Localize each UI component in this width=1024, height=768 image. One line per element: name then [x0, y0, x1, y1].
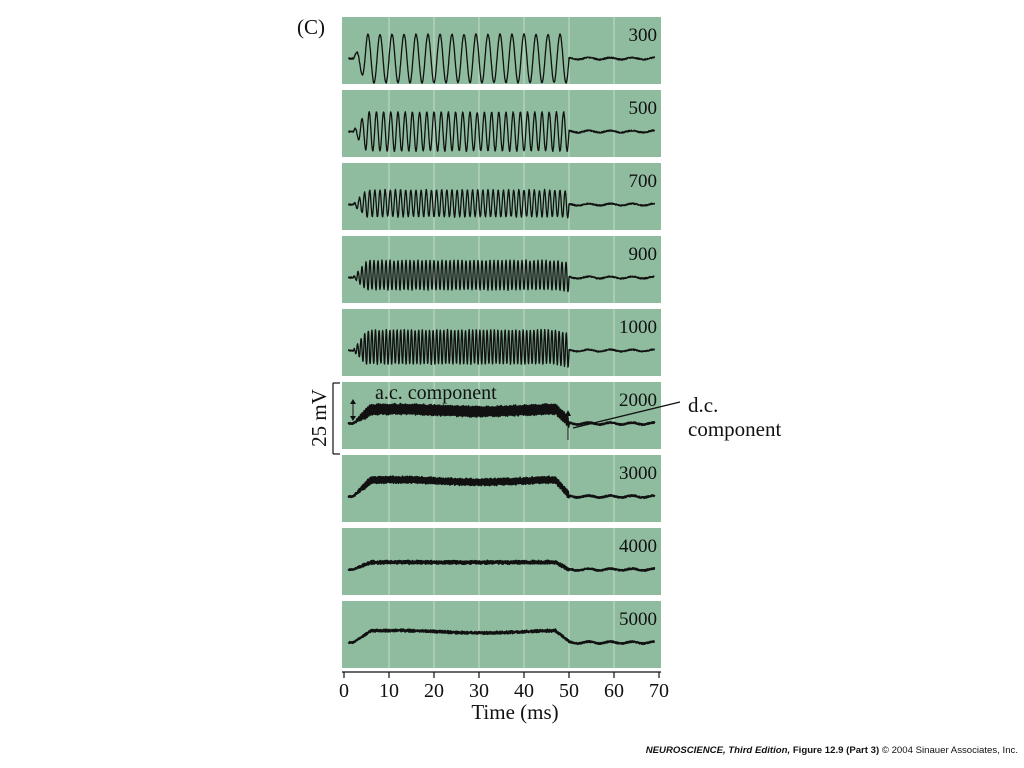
trace-2000	[347, 402, 656, 428]
panel-background	[342, 601, 661, 668]
frequency-label-500: 500	[629, 98, 658, 119]
trace-900	[347, 259, 655, 293]
scale-bar-label: 25 mV	[307, 389, 331, 447]
trace-panels: 300 500 700 900 1000 2000 3000 4000 5000	[342, 17, 661, 668]
frequency-label-900: 900	[629, 244, 658, 265]
x-tick-label-20: 20	[424, 680, 444, 702]
x-tick-label-60: 60	[604, 680, 624, 702]
trace-4000	[347, 559, 656, 572]
x-tick-label-0: 0	[339, 680, 349, 702]
scale-bar: 25 mV	[307, 382, 340, 455]
trace-panel-4000: 4000	[342, 528, 661, 595]
credit-copyright: © 2004 Sinauer Associates, Inc.	[881, 745, 1018, 756]
trace-300	[348, 33, 656, 84]
x-tick-label-30: 30	[469, 680, 489, 702]
frequency-label-3000: 3000	[619, 463, 657, 484]
trace-panel-5000: 5000	[342, 601, 661, 668]
panel-label: (C)	[297, 15, 325, 39]
panel-background	[342, 309, 661, 376]
x-axis-label: Time (ms)	[471, 700, 558, 724]
trace-panel-500: 500	[342, 90, 661, 157]
trace-panel-3000: 3000	[342, 455, 661, 522]
x-tick-label-10: 10	[379, 680, 399, 702]
x-tick-label-70: 70	[649, 680, 669, 702]
frequency-label-5000: 5000	[619, 609, 657, 630]
trace-500	[348, 111, 656, 153]
trace-5000	[347, 628, 656, 646]
frequency-label-1000: 1000	[619, 317, 657, 338]
x-tick-label-40: 40	[514, 680, 534, 702]
frequency-label-2000: 2000	[619, 390, 657, 411]
ac-annotation: a.c. component	[350, 382, 497, 421]
trace-panel-300: 300	[342, 17, 661, 84]
trace-700	[347, 188, 656, 219]
frequency-label-700: 700	[629, 171, 658, 192]
figure-credit: NEUROSCIENCE, Third Edition, Figure 12.9…	[548, 745, 1018, 756]
ac-component-label: a.c. component	[375, 382, 497, 404]
credit-figure: Figure 12.9 (Part 3)	[792, 745, 880, 756]
frequency-label-300: 300	[629, 25, 658, 46]
trace-3000	[347, 475, 656, 500]
dc-annotation: d.c. component	[565, 393, 781, 441]
x-axis: 0 10 20 30 40 50 60 70	[339, 671, 669, 702]
x-tick-label-50: 50	[559, 680, 579, 702]
trace-1000	[347, 328, 655, 368]
dc-component-label-line2: component	[688, 417, 781, 441]
trace-panel-900: 900	[342, 236, 661, 303]
trace-panel-2000: 2000	[342, 382, 661, 449]
dc-component-label-line1: d.c.	[688, 393, 718, 417]
trace-panel-700: 700	[342, 163, 661, 230]
credit-book: NEUROSCIENCE, Third Edition,	[645, 745, 791, 756]
panel-background	[342, 455, 661, 522]
panel-background	[342, 17, 661, 84]
frequency-label-4000: 4000	[619, 536, 657, 557]
trace-panel-1000: 1000	[342, 309, 661, 376]
